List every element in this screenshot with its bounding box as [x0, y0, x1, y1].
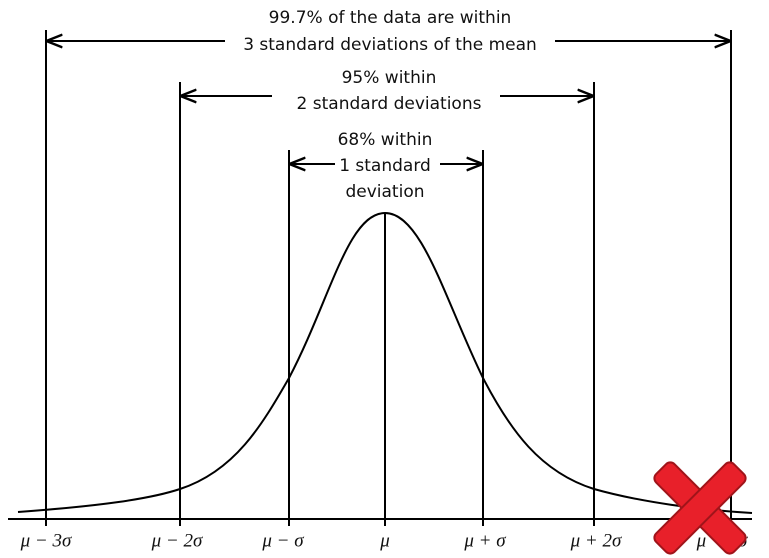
- axis-label: μ − 2σ: [151, 530, 203, 551]
- axis-label: μ − σ: [261, 530, 304, 551]
- annotation-text: 68% within: [338, 130, 433, 150]
- axis-label: μ + 2σ: [570, 530, 622, 551]
- annotation-text: 3 standard deviations of the mean: [243, 35, 537, 55]
- annotation-text: 1 standard: [339, 156, 431, 176]
- annotation-text: 95% within: [342, 68, 437, 88]
- annotation-text: deviation: [345, 182, 424, 202]
- annotation-text: 99.7% of the data are within: [269, 8, 512, 28]
- annotation-text: 2 standard deviations: [297, 94, 482, 114]
- axis-label: μ + σ: [463, 530, 506, 551]
- axis-label: μ: [379, 530, 390, 551]
- close-icon[interactable]: [652, 460, 748, 556]
- axis-label: μ − 3σ: [20, 530, 72, 551]
- close-icon-bar: [653, 461, 747, 555]
